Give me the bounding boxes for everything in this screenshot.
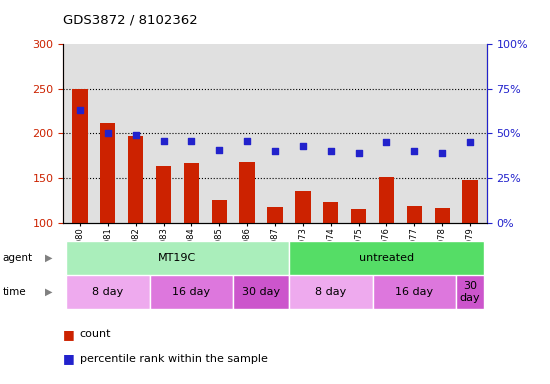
Point [243,137,251,144]
Bar [456,275,484,309]
Point [215,146,224,152]
Bar [434,209,450,312]
Point [354,150,363,156]
Point [187,137,196,144]
Text: untreated: untreated [359,253,414,263]
Point [131,132,140,138]
Bar [212,200,227,312]
Text: 16 day: 16 day [395,287,433,297]
Bar [100,123,116,312]
Point [466,139,475,146]
Point [438,150,447,156]
Bar [463,180,478,312]
Point [299,143,307,149]
Bar [379,177,394,312]
Bar [150,275,233,309]
Bar [267,207,283,312]
Text: 8 day: 8 day [92,287,123,297]
Bar [351,209,366,312]
Text: count: count [80,329,111,339]
Text: agent: agent [3,253,33,263]
Point [382,139,391,146]
Text: 16 day: 16 day [172,287,211,297]
Text: GDS3872 / 8102362: GDS3872 / 8102362 [63,13,198,26]
Bar [72,89,87,312]
Bar [289,275,372,309]
Bar [239,162,255,312]
Bar [289,241,484,275]
Bar [406,206,422,312]
Text: ▶: ▶ [45,287,52,297]
Bar [323,202,338,312]
Text: 30
day: 30 day [460,281,480,303]
Text: MT19C: MT19C [158,253,196,263]
Point [159,137,168,144]
Bar [66,275,150,309]
Text: 8 day: 8 day [315,287,346,297]
Bar [128,136,144,312]
Bar [295,192,311,312]
Bar [233,275,289,309]
Point [103,131,112,137]
Point [410,148,419,154]
Bar [184,163,199,312]
Text: ▶: ▶ [45,253,52,263]
Text: 30 day: 30 day [242,287,280,297]
Text: ■: ■ [63,353,75,366]
Text: ■: ■ [63,328,75,341]
Bar [372,275,456,309]
Point [271,148,279,154]
Point [75,107,84,113]
Point [326,148,335,154]
Bar [66,241,289,275]
Text: time: time [3,287,26,297]
Bar [156,166,171,312]
Text: percentile rank within the sample: percentile rank within the sample [80,354,268,364]
